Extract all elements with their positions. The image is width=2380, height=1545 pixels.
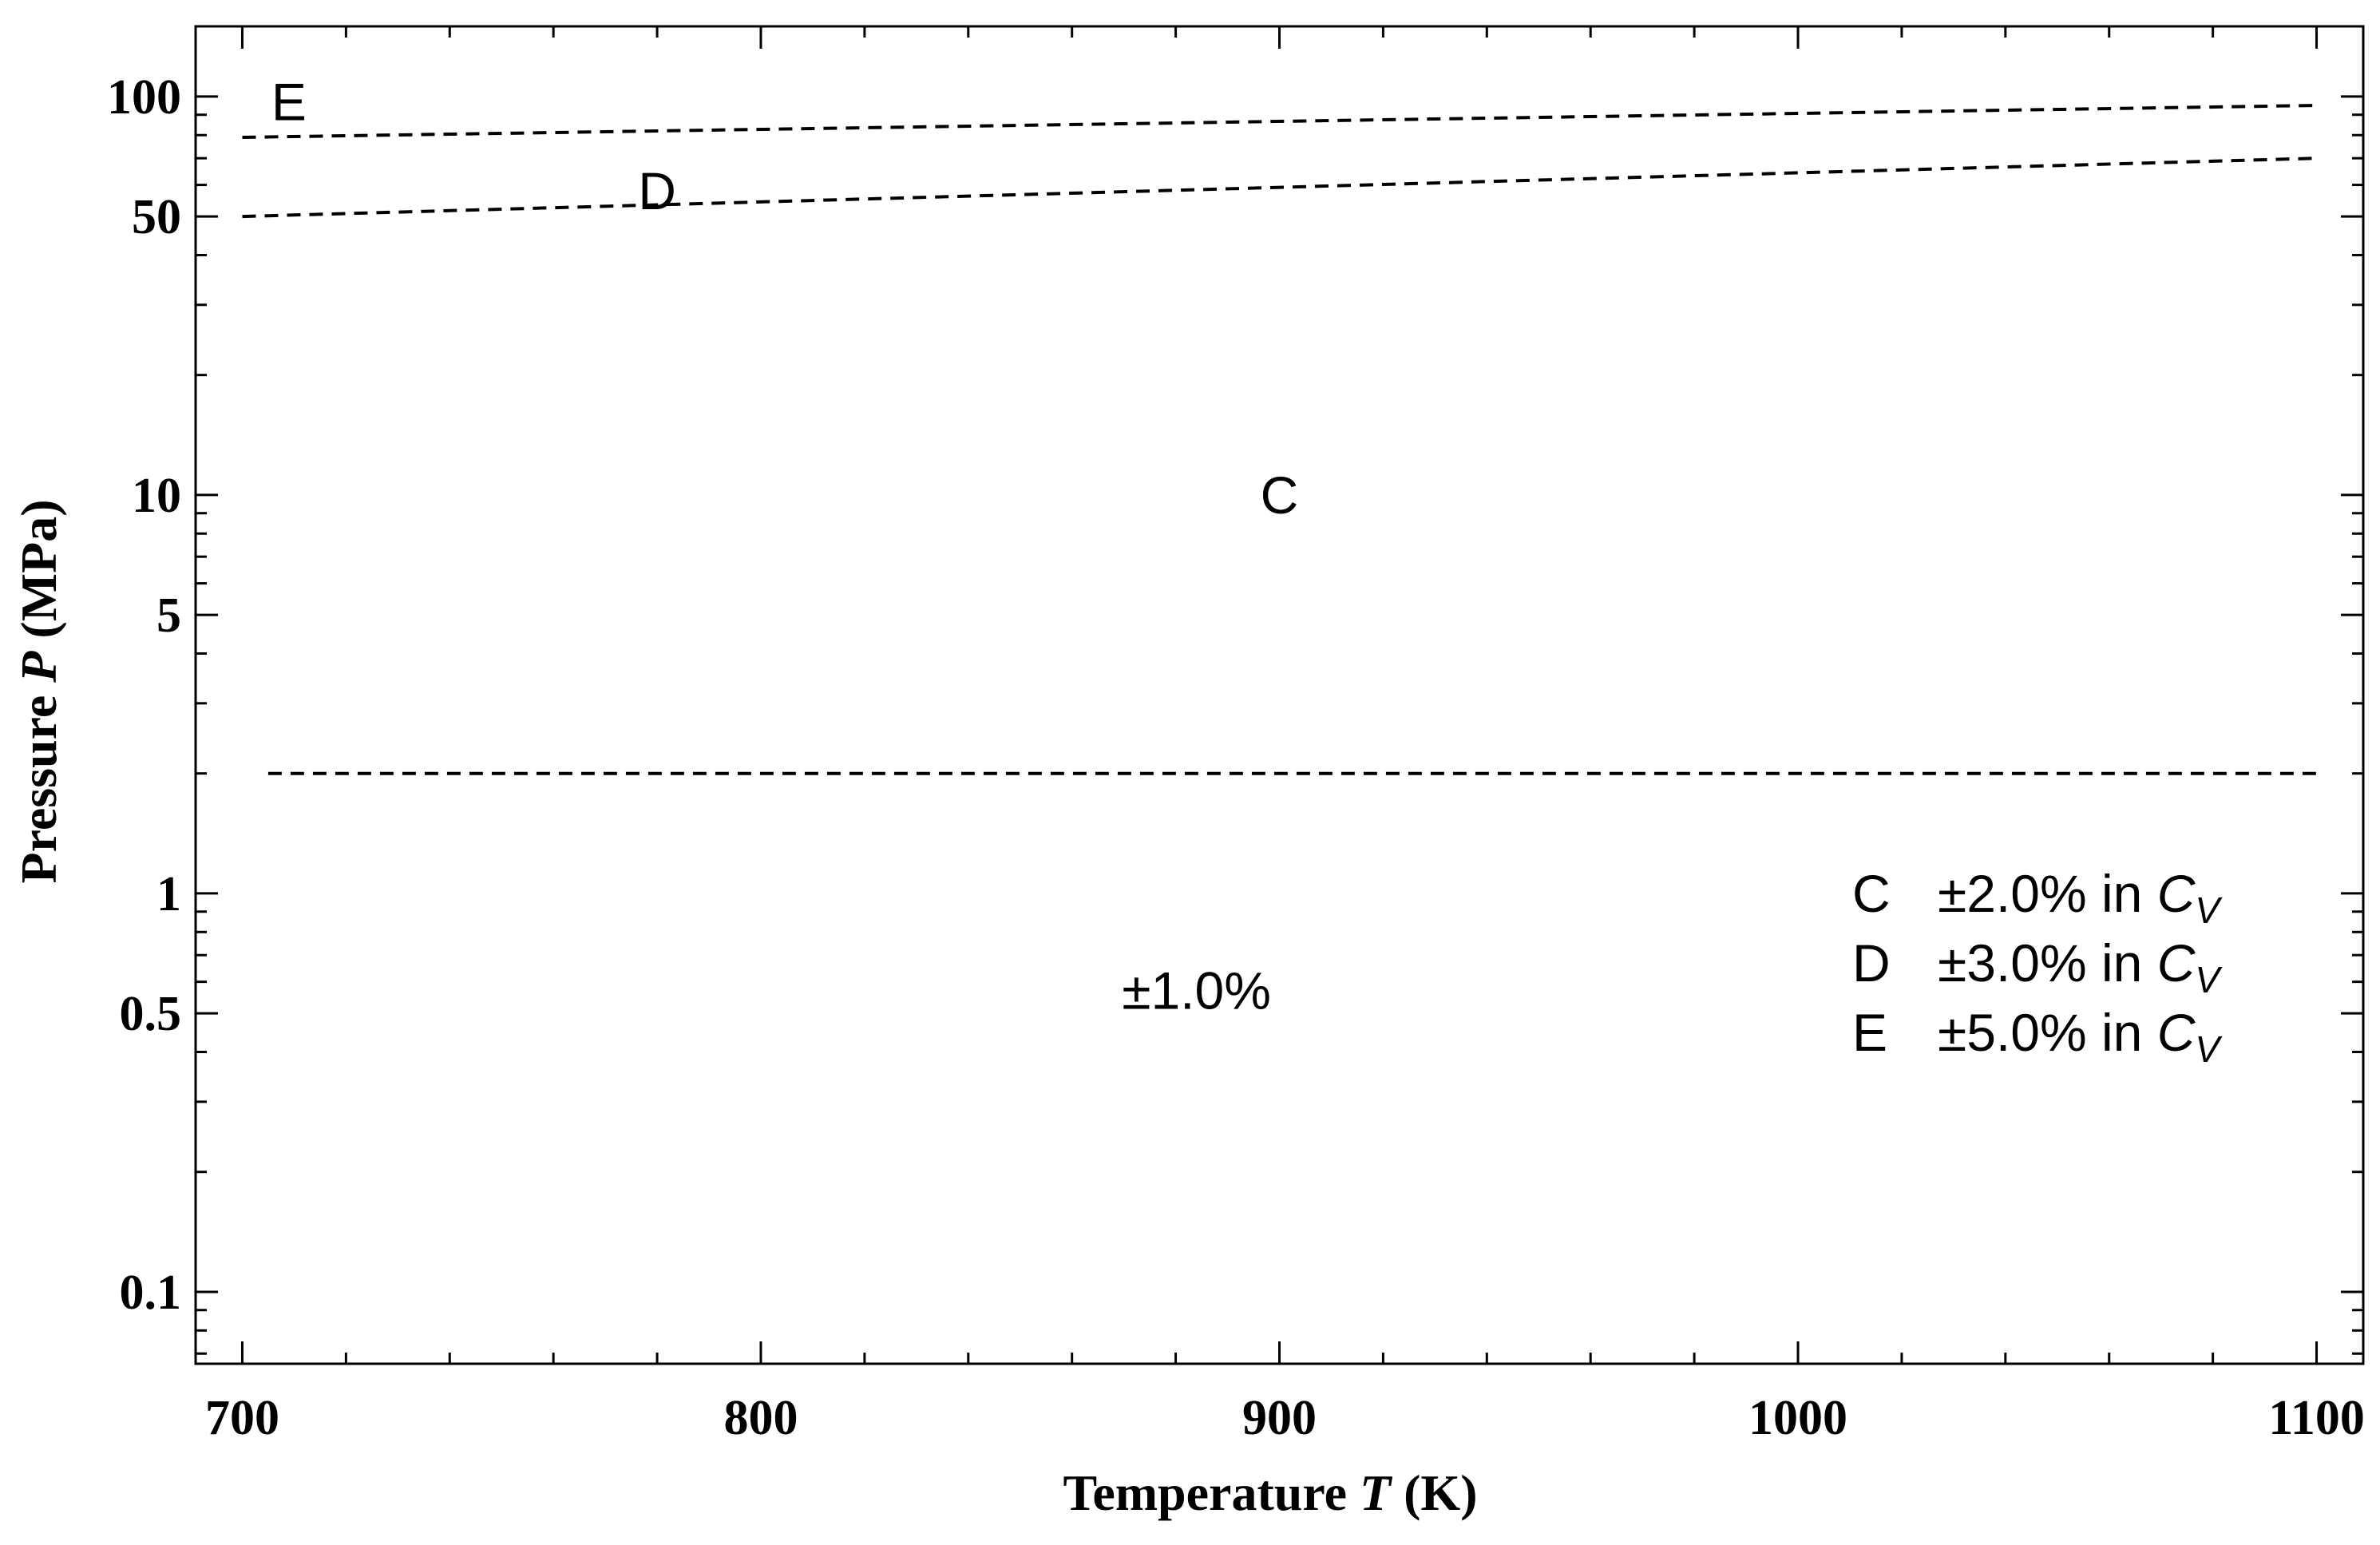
region-annotation: E	[271, 72, 307, 131]
y-tick-label: 1	[156, 867, 181, 921]
legend-text-subscript: V	[2195, 889, 2223, 931]
tick-labels: 700 800 900 1000 1100 0.1 0.5 1 5 10 50 100	[107, 70, 2365, 1445]
y-tick-label: 100	[107, 70, 181, 125]
x-tick-label: 800	[723, 1391, 798, 1445]
region-annotation: C	[1261, 465, 1299, 525]
ticks-layer	[196, 26, 2363, 1364]
legend-text: ±2.0% in CV	[1938, 864, 2223, 931]
region-annotation: ±1.0%	[1122, 961, 1271, 1020]
y-tick-label: 0.1	[120, 1266, 182, 1320]
legend-text-value: ±2.0% in	[1938, 864, 2157, 923]
x-axis-label-prefix: Temperature	[1063, 1464, 1360, 1521]
legend-text: ±3.0% in CV	[1938, 933, 2223, 1000]
x-axis-label: Temperature T (K)	[1063, 1464, 1478, 1521]
series-line-2	[242, 156, 2317, 219]
legend: C ±2.0% in CVD ±3.0% in CVE ±5.0% in CV	[1852, 864, 2223, 1070]
y-axis-label-prefix: Pressure	[10, 683, 67, 884]
annotations-layer: E D C ±1.0%	[271, 72, 1298, 1020]
legend-key: E	[1852, 1003, 1887, 1062]
x-tick-label: 700	[205, 1391, 279, 1445]
y-tick-label: 0.5	[120, 987, 182, 1041]
legend-key: D	[1852, 933, 1891, 992]
y-axis-label-suffix: (MPa)	[10, 499, 67, 651]
y-tick-label: 50	[132, 190, 181, 244]
legend-text-symbol: C	[2157, 933, 2196, 992]
legend-text: ±5.0% in CV	[1938, 1003, 2223, 1070]
y-tick-label: 5	[156, 588, 181, 643]
y-axis-label-symbol: P	[10, 651, 67, 683]
y-tick-label: 10	[132, 469, 181, 523]
x-tick-label: 1100	[2268, 1391, 2365, 1445]
legend-text-symbol: C	[2157, 864, 2196, 923]
plot-frame	[194, 25, 2365, 1365]
x-axis-label-symbol: T	[1360, 1464, 1393, 1521]
y-axis-label: Pressure P (MPa)	[10, 499, 67, 883]
x-tick-label: 1000	[1748, 1391, 1847, 1445]
legend-text-value: ±3.0% in	[1938, 933, 2157, 992]
legend-text-value: ±5.0% in	[1938, 1003, 2157, 1062]
legend-text-subscript: V	[2195, 1028, 2223, 1070]
legend-text-subscript: V	[2195, 959, 2223, 1000]
legend-text-symbol: C	[2157, 1003, 2196, 1062]
series-line-3	[242, 104, 2317, 139]
x-tick-label: 900	[1242, 1391, 1317, 1445]
region-annotation: D	[638, 161, 676, 220]
x-axis-label-suffix: (K)	[1391, 1464, 1477, 1521]
series-layer	[242, 104, 2317, 775]
legend-key: C	[1852, 864, 1891, 923]
